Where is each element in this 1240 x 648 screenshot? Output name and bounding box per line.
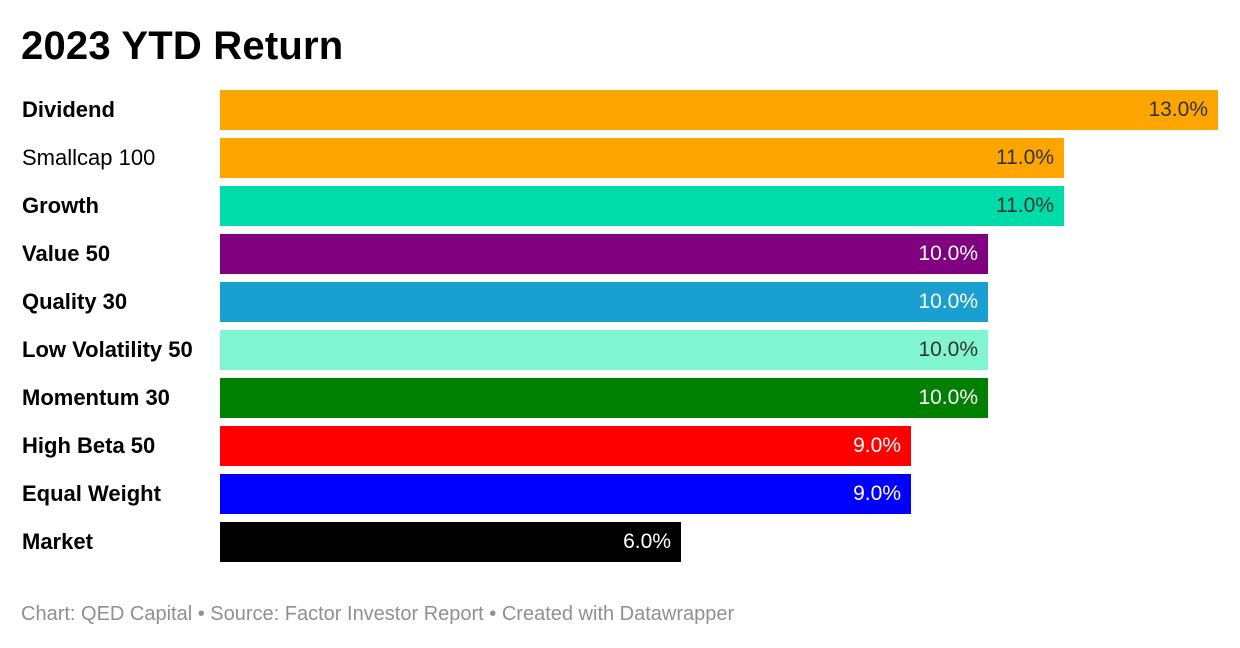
- bar-value-label: 11.0%: [996, 194, 1054, 217]
- bar: [220, 426, 911, 466]
- bar-row: Value 50 10.0%: [0, 234, 1240, 274]
- bar: [220, 138, 1064, 178]
- bar-row: High Beta 50 9.0%: [0, 426, 1240, 466]
- bar-row: Low Volatility 50 10.0%: [0, 330, 1240, 370]
- bar-row: Smallcap 100 11.0%: [0, 138, 1240, 178]
- category-label: Growth: [22, 193, 99, 218]
- bar-value-label: 9.0%: [853, 434, 901, 457]
- bar: [220, 378, 988, 418]
- bar-row: Market 6.0%: [0, 522, 1240, 562]
- category-label: Market: [22, 529, 93, 554]
- chart-title: 2023 YTD Return: [21, 24, 344, 68]
- category-label: Dividend: [22, 97, 115, 122]
- bar: [220, 186, 1064, 226]
- category-label: High Beta 50: [22, 433, 156, 458]
- category-label: Equal Weight: [22, 481, 161, 506]
- bar-value-label: 11.0%: [996, 146, 1054, 169]
- bar-value-label: 10.0%: [918, 338, 978, 361]
- category-label: Quality 30: [22, 289, 128, 314]
- bar: [220, 234, 988, 274]
- category-label: Low Volatility 50: [22, 337, 193, 362]
- bar-value-label: 10.0%: [918, 290, 978, 313]
- category-label: Value 50: [22, 241, 111, 266]
- bar: [220, 474, 911, 514]
- bar: [220, 522, 681, 562]
- bar-row: Momentum 30 10.0%: [0, 378, 1240, 418]
- bar-row: Dividend 13.0%: [0, 90, 1240, 130]
- bar-row: Growth 11.0%: [0, 186, 1240, 226]
- chart-footer: Chart: QED Capital • Source: Factor Inve…: [21, 603, 735, 625]
- bar-value-label: 10.0%: [918, 242, 978, 265]
- bar: [220, 330, 988, 370]
- bar: [220, 282, 988, 322]
- bar-row: Quality 30 10.0%: [0, 282, 1240, 322]
- bar: [220, 90, 1218, 130]
- bar-value-label: 6.0%: [623, 530, 671, 553]
- bar-value-label: 13.0%: [1148, 98, 1208, 121]
- category-label: Momentum 30: [22, 385, 170, 410]
- bar-value-label: 10.0%: [918, 386, 978, 409]
- bar-row: Equal Weight 9.0%: [0, 474, 1240, 514]
- category-label: Smallcap 100: [22, 145, 156, 170]
- bar-value-label: 9.0%: [853, 482, 901, 505]
